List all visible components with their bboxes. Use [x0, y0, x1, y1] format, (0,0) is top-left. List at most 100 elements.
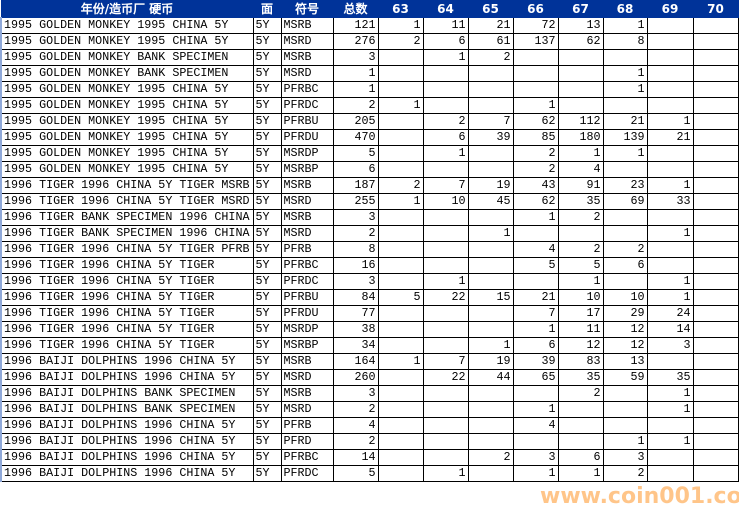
column-header-67[interactable]: 67 [557, 0, 604, 18]
cell-total[interactable]: 3 [332, 385, 379, 402]
cell-63[interactable] [377, 433, 424, 450]
cell-63[interactable] [377, 241, 424, 258]
cell-grade-symbol[interactable]: MSRB [280, 49, 334, 66]
cell-67[interactable] [557, 97, 604, 114]
cell-63[interactable]: 1 [377, 353, 424, 370]
cell-coin-name[interactable]: 1996 TIGER BANK SPECIMEN 1996 CHINA [0, 225, 254, 242]
cell-65[interactable]: 7 [467, 113, 514, 130]
cell-63[interactable] [377, 49, 424, 66]
cell-coin-name[interactable]: 1996 TIGER 1996 CHINA 5Y TIGER [0, 305, 254, 322]
cell-grade-symbol[interactable]: MSRBP [280, 161, 334, 178]
cell-total[interactable]: 164 [332, 353, 379, 370]
cell-67[interactable] [557, 433, 604, 450]
cell-69[interactable] [646, 65, 694, 82]
cell-denomination[interactable]: 5Y [252, 193, 282, 210]
cell-grade-symbol[interactable]: PFRDC [280, 465, 334, 482]
cell-denomination[interactable]: 5Y [252, 241, 282, 258]
cell-66[interactable]: 4 [512, 241, 559, 258]
cell-64[interactable]: 1 [422, 273, 469, 290]
cell-69[interactable]: 1 [646, 433, 694, 450]
cell-64[interactable]: 1 [422, 145, 469, 162]
cell-64[interactable] [422, 257, 469, 274]
cell-total[interactable]: 4 [332, 417, 379, 434]
cell-total[interactable]: 34 [332, 337, 379, 354]
cell-68[interactable] [602, 49, 648, 66]
cell-65[interactable] [467, 321, 514, 338]
cell-68[interactable]: 3 [602, 449, 648, 466]
cell-grade-symbol[interactable]: PFRB [280, 417, 334, 434]
cell-67[interactable] [557, 65, 604, 82]
cell-63[interactable] [377, 305, 424, 322]
cell-69[interactable]: 33 [646, 193, 694, 210]
cell-grade-symbol[interactable]: MSRDP [280, 321, 334, 338]
cell-63[interactable] [377, 113, 424, 130]
cell-68[interactable]: 59 [602, 369, 648, 386]
cell-coin-name[interactable]: 1995 GOLDEN MONKEY 1995 CHINA 5Y [0, 161, 254, 178]
cell-65[interactable] [467, 433, 514, 450]
cell-64[interactable] [422, 321, 469, 338]
cell-63[interactable] [377, 337, 424, 354]
cell-67[interactable]: 35 [557, 369, 604, 386]
cell-67[interactable]: 13 [557, 17, 604, 34]
cell-64[interactable]: 1 [422, 49, 469, 66]
cell-total[interactable]: 1 [332, 81, 379, 98]
cell-68[interactable] [602, 417, 648, 434]
cell-64[interactable]: 7 [422, 177, 469, 194]
cell-total[interactable]: 5 [332, 145, 379, 162]
cell-66[interactable]: 1 [512, 401, 559, 418]
cell-total[interactable]: 16 [332, 257, 379, 274]
cell-65[interactable] [467, 241, 514, 258]
cell-66[interactable] [512, 49, 559, 66]
cell-64[interactable] [422, 161, 469, 178]
cell-denomination[interactable]: 5Y [252, 289, 282, 306]
cell-grade-symbol[interactable]: PFRBU [280, 113, 334, 130]
cell-70[interactable] [692, 369, 739, 386]
cell-70[interactable] [692, 17, 739, 34]
cell-grade-symbol[interactable]: MSRD [280, 401, 334, 418]
cell-grade-symbol[interactable]: MSRB [280, 17, 334, 34]
cell-67[interactable]: 2 [557, 385, 604, 402]
cell-70[interactable] [692, 433, 739, 450]
cell-69[interactable] [646, 97, 694, 114]
cell-grade-symbol[interactable]: MSRD [280, 65, 334, 82]
cell-total[interactable]: 187 [332, 177, 379, 194]
cell-68[interactable] [602, 209, 648, 226]
cell-denomination[interactable]: 5Y [252, 305, 282, 322]
cell-total[interactable]: 14 [332, 449, 379, 466]
cell-68[interactable] [602, 273, 648, 290]
cell-64[interactable]: 10 [422, 193, 469, 210]
cell-denomination[interactable]: 5Y [252, 465, 282, 482]
cell-65[interactable] [467, 145, 514, 162]
cell-67[interactable] [557, 81, 604, 98]
cell-69[interactable]: 3 [646, 337, 694, 354]
column-header-grade-symbol[interactable]: 符号 [280, 0, 334, 18]
cell-68[interactable]: 8 [602, 33, 648, 50]
cell-68[interactable]: 21 [602, 113, 648, 130]
cell-65[interactable]: 45 [467, 193, 514, 210]
cell-67[interactable]: 180 [557, 129, 604, 146]
cell-64[interactable]: 6 [422, 129, 469, 146]
cell-69[interactable]: 1 [646, 225, 694, 242]
cell-coin-name[interactable]: 1996 BAIJI DOLPHINS 1996 CHINA 5Y [0, 417, 254, 434]
cell-66[interactable] [512, 433, 559, 450]
cell-63[interactable] [377, 145, 424, 162]
cell-65[interactable] [467, 385, 514, 402]
cell-65[interactable]: 19 [467, 353, 514, 370]
cell-64[interactable] [422, 97, 469, 114]
cell-grade-symbol[interactable]: PFRDU [280, 305, 334, 322]
cell-68[interactable]: 1 [602, 433, 648, 450]
cell-70[interactable] [692, 65, 739, 82]
cell-69[interactable] [646, 17, 694, 34]
cell-67[interactable]: 4 [557, 161, 604, 178]
cell-63[interactable] [377, 401, 424, 418]
cell-total[interactable]: 5 [332, 465, 379, 482]
cell-63[interactable]: 1 [377, 17, 424, 34]
cell-66[interactable]: 43 [512, 177, 559, 194]
cell-grade-symbol[interactable]: PFRDU [280, 129, 334, 146]
cell-denomination[interactable]: 5Y [252, 33, 282, 50]
cell-total[interactable]: 84 [332, 289, 379, 306]
cell-67[interactable]: 12 [557, 337, 604, 354]
cell-68[interactable]: 12 [602, 337, 648, 354]
cell-total[interactable]: 470 [332, 129, 379, 146]
cell-67[interactable]: 1 [557, 273, 604, 290]
